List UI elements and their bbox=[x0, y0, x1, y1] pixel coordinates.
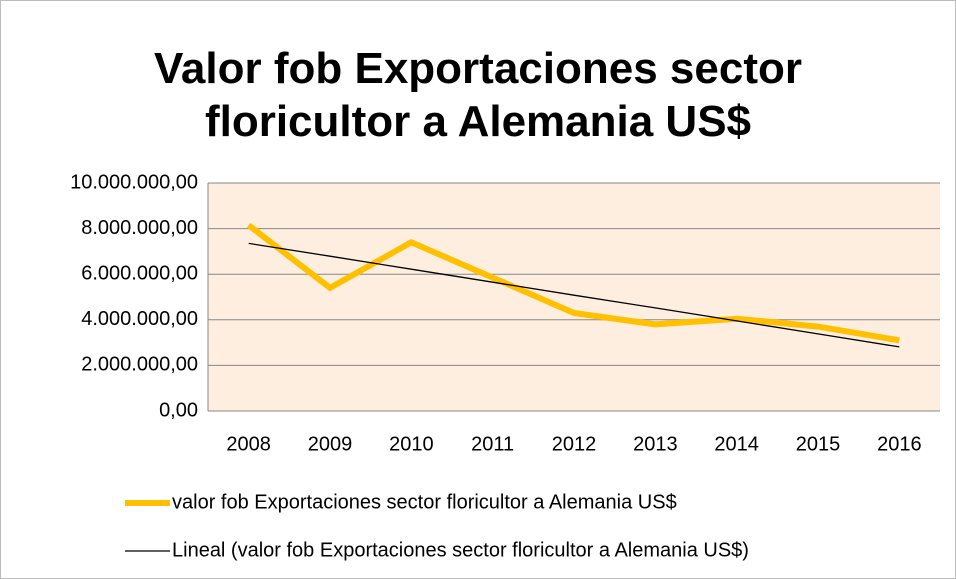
y-tick-label: 6.000.000,00 bbox=[81, 262, 198, 284]
x-tick-label: 2015 bbox=[796, 433, 841, 455]
y-tick-label: 10.000.000,00 bbox=[70, 171, 198, 193]
y-tick-label: 0,00 bbox=[159, 399, 198, 421]
x-tick-label: 2008 bbox=[226, 433, 271, 455]
y-tick-label: 8.000.000,00 bbox=[81, 217, 198, 239]
x-tick-label: 2012 bbox=[552, 433, 597, 455]
x-tick-label: 2010 bbox=[389, 433, 434, 455]
plot-area bbox=[208, 183, 940, 411]
y-tick-label: 2.000.000,00 bbox=[81, 354, 198, 376]
x-tick-label: 2013 bbox=[633, 433, 678, 455]
x-tick-label: 2011 bbox=[471, 433, 514, 455]
chart-title: Valor fob Exportaciones sector floricult… bbox=[154, 44, 802, 146]
x-tick-label: 2016 bbox=[877, 433, 922, 455]
legend-label: Lineal (valor fob Exportaciones sector f… bbox=[172, 539, 749, 561]
legend-label: valor fob Exportaciones sector floricult… bbox=[172, 491, 677, 513]
x-tick-label: 2014 bbox=[714, 433, 759, 455]
trend-line bbox=[248, 242, 900, 348]
y-tick-label: 4.000.000,00 bbox=[81, 308, 198, 330]
data-line bbox=[246, 222, 900, 344]
x-tick-label: 2009 bbox=[308, 433, 353, 455]
